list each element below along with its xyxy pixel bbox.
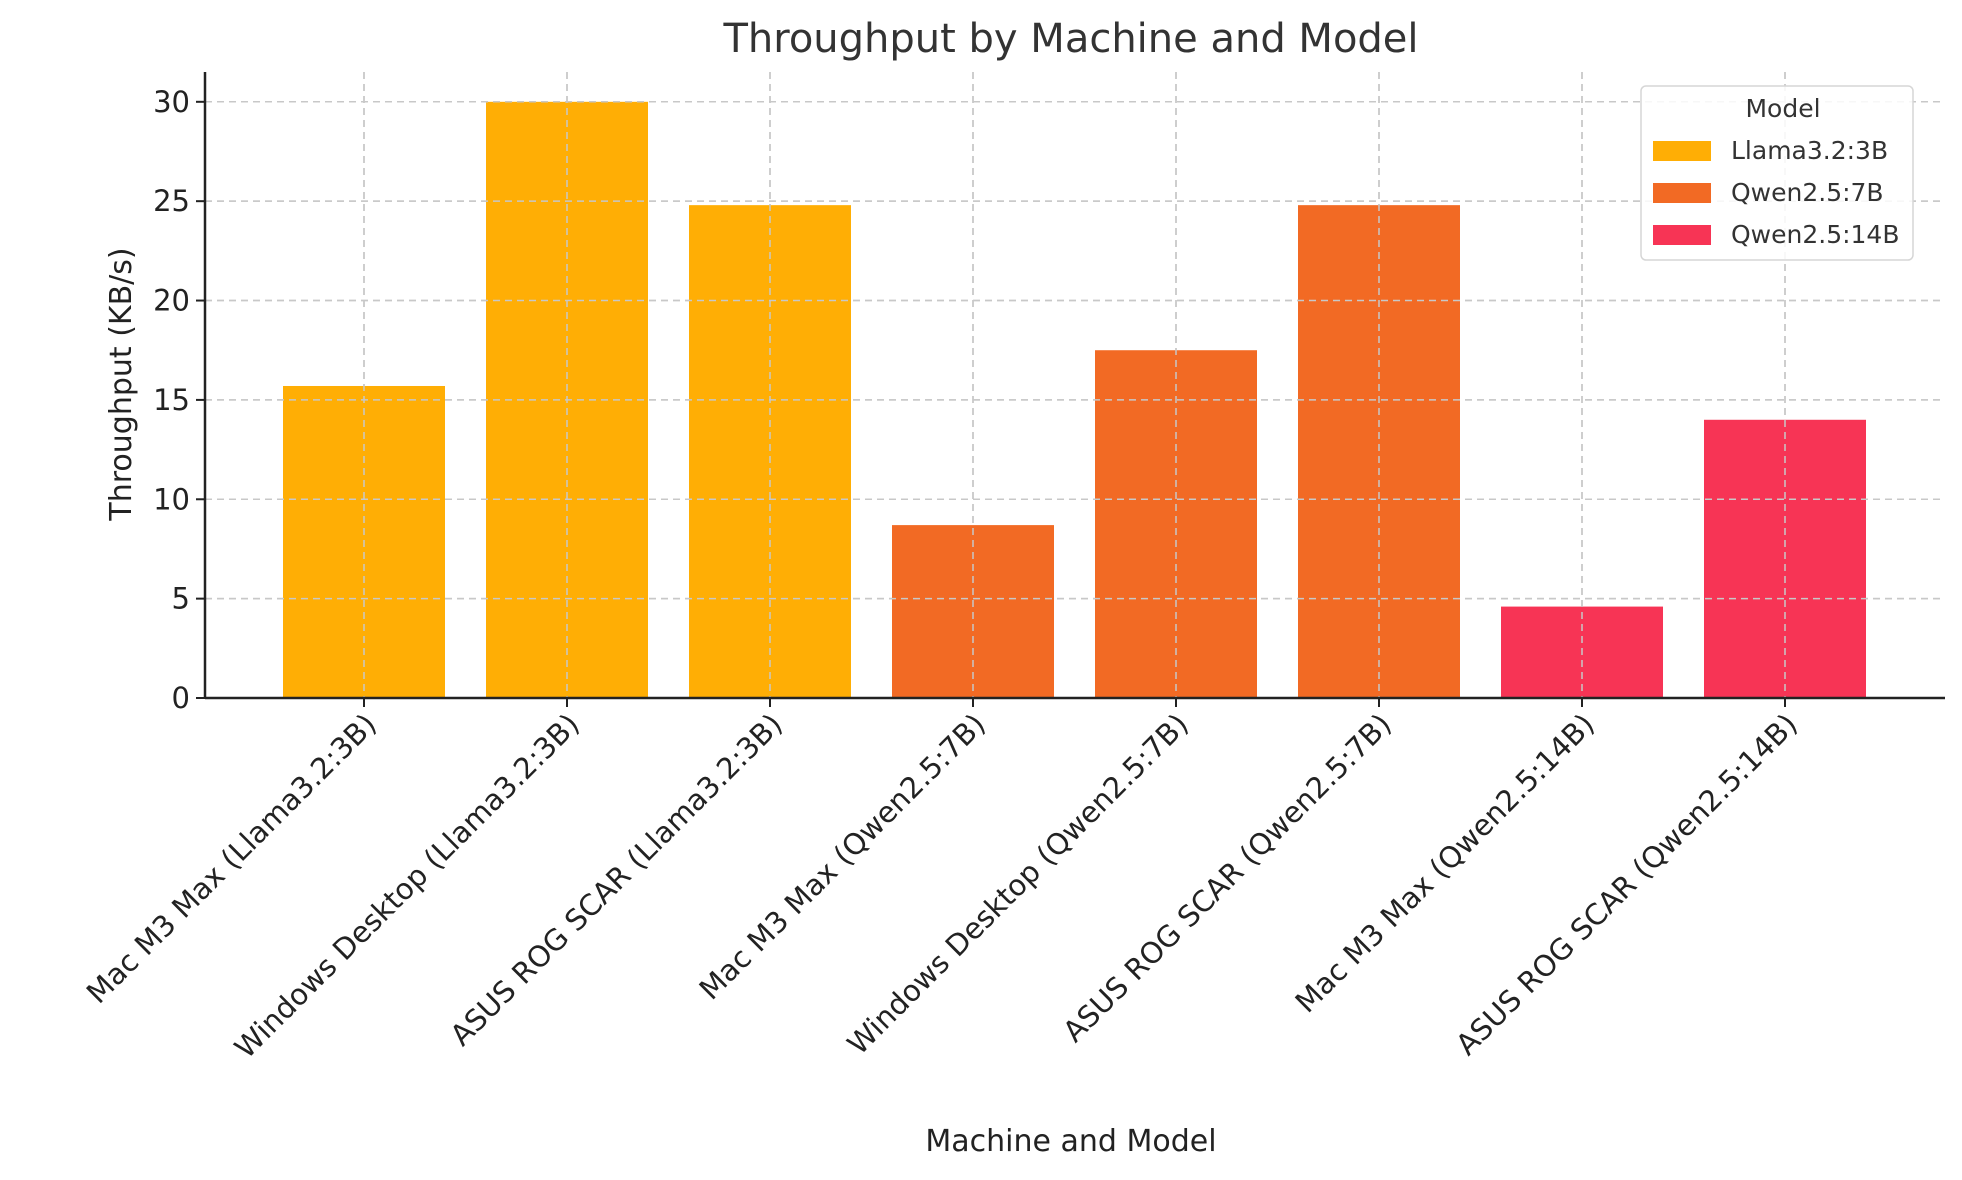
legend-frame [1640, 85, 1914, 261]
legend-entries: Llama3.2:3B Qwen2.5:7B Qwen2.5:14B [1653, 136, 1900, 249]
x-tick-label: ASUS ROG SCAR (Llama3.2:3B) [444, 707, 789, 1052]
y-axis-label: Throughput (KB/s) [104, 247, 139, 521]
y-tick-label: 20 [153, 284, 190, 318]
legend-swatch [1653, 225, 1711, 245]
y-tick-label: 10 [153, 482, 190, 516]
chart-title: Throughput by Machine and Model [722, 16, 1418, 62]
x-tick-label: ASUS ROG SCAR (Qwen2.5:7B) [1056, 707, 1398, 1049]
legend-entry-label: Qwen2.5:7B [1731, 178, 1884, 207]
y-tick-label: 0 [172, 681, 190, 715]
y-tick-label: 15 [153, 383, 190, 417]
y-tick-label: 5 [172, 582, 190, 616]
x-tick-label: Windows Desktop (Qwen2.5:7B) [841, 707, 1195, 1061]
legend-entry-label: Qwen2.5:14B [1731, 220, 1900, 249]
x-axis-label: Machine and Model [925, 1124, 1216, 1159]
y-tick-label: 30 [153, 85, 190, 119]
axes-layer [203, 72, 1945, 700]
legend-swatch [1653, 183, 1711, 203]
legend-entry-label: Llama3.2:3B [1731, 136, 1888, 165]
x-tick-label: Windows Desktop (Llama3.2:3B) [228, 707, 586, 1065]
legend-swatch [1653, 141, 1711, 161]
y-tick-label: 25 [153, 184, 190, 218]
legend-title: Model [1745, 94, 1820, 123]
x-tick-label: ASUS ROG SCAR (Qwen2.5:14B) [1449, 707, 1804, 1062]
bars-layer [205, 72, 1945, 699]
legend: Model Llama3.2:3B Qwen2.5:7B Qwen2.5:14B [1640, 85, 1914, 261]
